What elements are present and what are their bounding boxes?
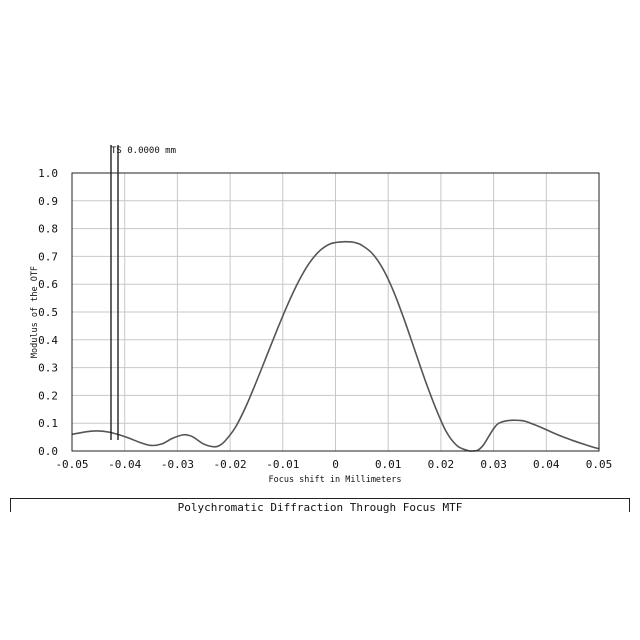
x-tick-label: 0	[332, 458, 339, 471]
y-tick-label: 0.3	[38, 362, 58, 375]
x-tick-label: -0.03	[161, 458, 194, 471]
y-ticks: 0.0 0.1 0.2 0.3 0.4 0.5 0.6 0.7 0.8 0.9 1.0	[38, 167, 58, 458]
x-tick-label: -0.04	[108, 458, 141, 471]
x-tick-label: 0.03	[480, 458, 507, 471]
legend: TS 0.0000 mm	[110, 145, 176, 440]
y-tick-label: 0.8	[38, 223, 58, 236]
x-tick-label: -0.02	[214, 458, 247, 471]
x-tick-label: -0.05	[55, 458, 88, 471]
x-axis-label: Focus shift in Millimeters	[268, 475, 401, 485]
chart-svg: 0.00.10.20.30.40.50.60.70.80.91.0 -0.05-…	[30, 145, 612, 485]
chart-title: Polychromatic Diffraction Through Focus …	[10, 498, 630, 514]
series-line	[71, 240, 600, 452]
y-tick-label: 0.1	[38, 417, 58, 430]
x-tick-label: 0.02	[428, 458, 455, 471]
x-ticks: -0.05 -0.04 -0.03 -0.02 -0.01 0 0.01 0.02 0.03 0.…	[55, 458, 612, 471]
y-tick-label: 0.6	[38, 278, 58, 291]
y-tick-label: 0.0	[38, 445, 58, 458]
y-tick-label: 0.7	[38, 250, 58, 263]
y-tick-label: 1.0	[38, 167, 58, 180]
series-group	[71, 240, 600, 452]
x-tick-label: -0.01	[266, 458, 299, 471]
y-tick-label: 0.9	[38, 195, 58, 208]
x-tick-label: 0.05	[586, 458, 613, 471]
y-tick-label: 0.5	[38, 306, 58, 319]
y-tick-label: 0.2	[38, 389, 58, 402]
y-tick-label: 0.4	[38, 334, 58, 347]
grid	[71, 172, 600, 452]
x-tick-label: 0.01	[375, 458, 402, 471]
x-tick-label: 0.04	[533, 458, 560, 471]
legend-label: TS 0.0000 mm	[111, 146, 176, 156]
plot-frame	[71, 172, 600, 452]
y-axis-label: Modulus of the OTF	[30, 266, 40, 358]
